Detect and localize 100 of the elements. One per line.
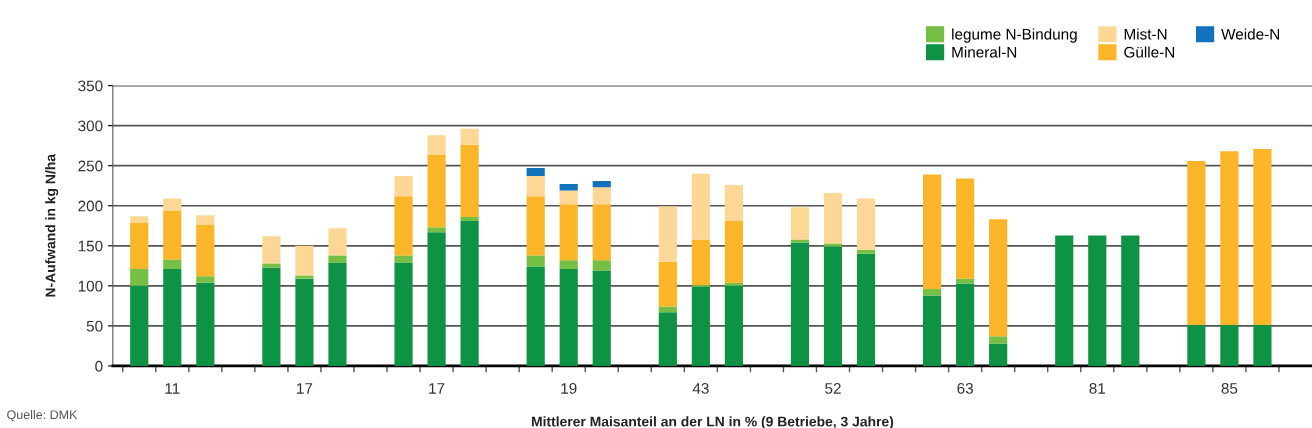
bar [724, 285, 743, 366]
y-axis-title: N-Aufwand in kg N/ha [45, 153, 59, 297]
legend-label: Mineral-N [952, 46, 1017, 58]
bar [196, 276, 215, 283]
bar [262, 267, 281, 366]
y-tick-label: 150 [78, 240, 103, 252]
bar [823, 243, 843, 247]
bar [691, 173, 710, 240]
bar [130, 285, 149, 366]
bar [130, 222, 149, 270]
bar [427, 227, 446, 233]
legend-label: Weide-N [1221, 28, 1280, 40]
bar [559, 184, 578, 191]
bar [658, 206, 677, 262]
bar [1253, 148, 1272, 326]
bar [394, 255, 413, 263]
bar [460, 220, 479, 366]
x-tick-label: 17 [297, 383, 313, 394]
bar [856, 253, 876, 366]
bar [163, 269, 182, 366]
bar [989, 343, 1008, 366]
bar [394, 196, 413, 256]
bar [1055, 235, 1074, 366]
bar [163, 259, 182, 270]
bar [328, 255, 347, 263]
bar [1088, 235, 1107, 366]
bar [460, 144, 479, 217]
bar [295, 275, 314, 279]
bar [196, 215, 215, 225]
bar [691, 239, 710, 286]
y-tick-label: 250 [78, 160, 103, 172]
y-tick-label: 200 [78, 200, 103, 212]
bar [1253, 325, 1272, 366]
bar [328, 262, 347, 366]
legend-label: Gülle-N [1124, 46, 1175, 58]
y-tick-label: 50 [86, 320, 103, 332]
bar [691, 286, 710, 366]
bar [559, 260, 578, 270]
x-tick-label: 63 [957, 383, 973, 394]
y-tick-label: 350 [78, 80, 103, 92]
legend-label: legume N-Bindung [952, 28, 1077, 43]
bar [790, 207, 810, 240]
bar [163, 210, 182, 260]
bar [460, 216, 479, 221]
bar [856, 249, 876, 254]
bar [956, 178, 975, 279]
bar [427, 154, 446, 228]
y-tick-label: 100 [78, 280, 103, 292]
y-tick-label: 0 [95, 360, 103, 372]
bar [592, 270, 611, 366]
bar [130, 269, 149, 286]
bar [427, 232, 446, 366]
bar [262, 236, 281, 264]
bar [923, 289, 942, 296]
bar [1220, 151, 1239, 326]
bar [1121, 235, 1140, 366]
bar [923, 295, 942, 366]
bar [1220, 325, 1239, 366]
bar [658, 261, 677, 307]
bar [592, 180, 611, 188]
bar [460, 128, 479, 145]
y-tick-label: 300 [78, 120, 103, 132]
bar [592, 187, 611, 205]
bar [592, 204, 611, 261]
bar [823, 246, 843, 366]
bar [130, 216, 149, 223]
bar [823, 192, 843, 244]
bar [526, 196, 545, 256]
bar [790, 242, 810, 366]
bar [394, 262, 413, 366]
bar [856, 198, 876, 250]
bar [658, 312, 677, 366]
bar [1187, 160, 1206, 326]
bar [790, 239, 810, 243]
bar [295, 245, 314, 276]
bar [956, 283, 975, 366]
x-tick-label: 11 [165, 383, 180, 394]
bar [328, 228, 347, 256]
bar [196, 282, 215, 366]
bar [559, 269, 578, 366]
bar [559, 190, 578, 205]
bar [526, 168, 545, 177]
bar [592, 260, 611, 271]
x-tick-label: 43 [692, 383, 709, 394]
bar [923, 174, 942, 290]
bar [295, 278, 314, 366]
bar [526, 255, 545, 267]
bar [526, 266, 545, 366]
bar [1187, 325, 1206, 366]
x-tick-label: 85 [1221, 383, 1238, 394]
bar [559, 204, 578, 261]
x-tick-label: 17 [429, 383, 445, 394]
legend-label: Mist-N [1124, 28, 1167, 40]
bar [989, 336, 1008, 344]
bar [724, 184, 743, 221]
bar [724, 282, 743, 286]
bar [394, 176, 413, 197]
x-tick-label: 81 [1089, 383, 1106, 394]
bar [526, 176, 545, 197]
bar [163, 198, 182, 211]
